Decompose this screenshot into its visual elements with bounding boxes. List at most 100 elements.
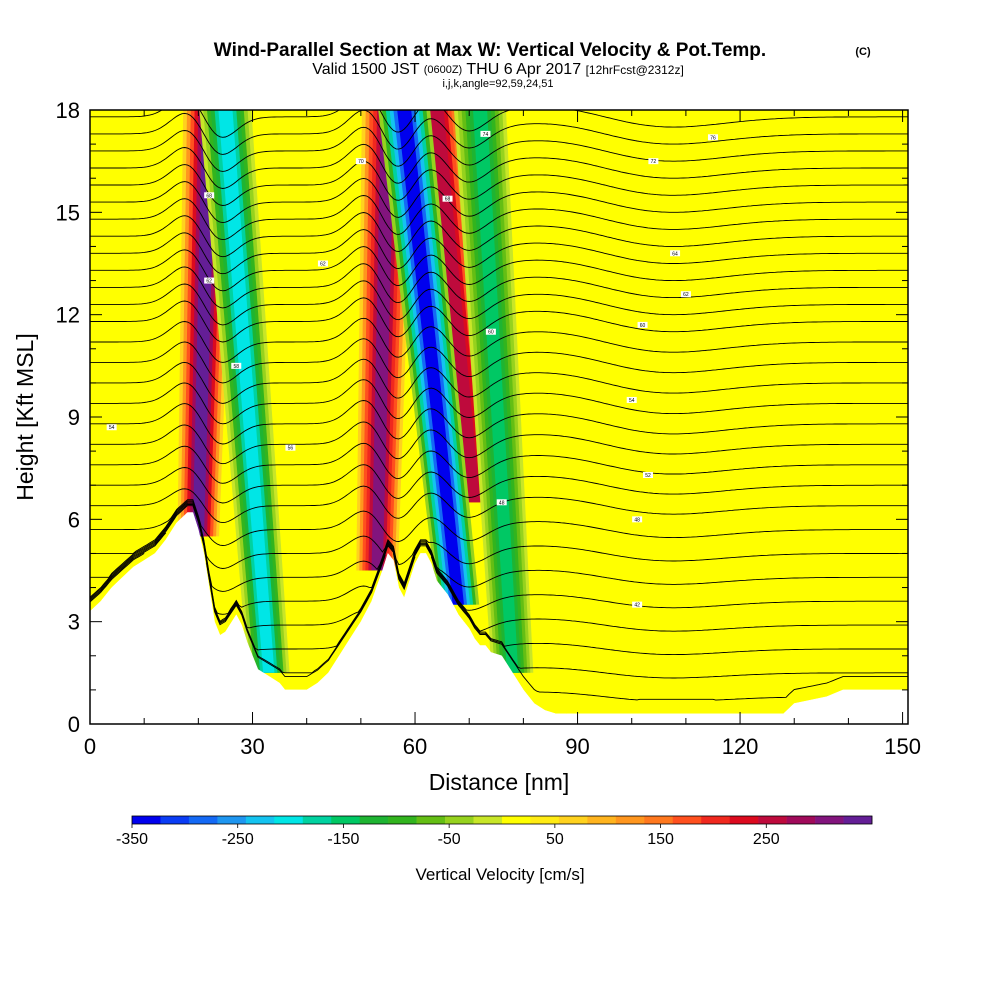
colorbar-tick-label-0: -350 xyxy=(116,831,148,848)
grid-info: i,j,k,angle=92,59,24,51 xyxy=(442,78,553,90)
colorbar-swatch-22 xyxy=(758,816,787,824)
theta-contour-0 xyxy=(90,553,908,701)
contour-label-1: 68 xyxy=(206,193,212,199)
contour-label-bg-14 xyxy=(632,601,643,608)
theta-contour-17 xyxy=(90,297,908,343)
contour-label-bg-17 xyxy=(707,134,718,141)
contour-label-17: 76 xyxy=(710,135,716,141)
contour-label-7: 68 xyxy=(445,197,451,203)
downdraft-band-0-layer-5 xyxy=(218,110,275,673)
colorbar-swatch-10 xyxy=(416,816,446,824)
contour-label-3: 58 xyxy=(233,364,239,370)
theta-contour-2 xyxy=(90,505,908,656)
x-tick-label-0: 0 xyxy=(84,734,96,759)
colorbar-swatch-9 xyxy=(388,816,417,824)
theta-contour-3 xyxy=(90,504,908,632)
theta-contour-24 xyxy=(90,177,908,224)
contour-label-bg-5 xyxy=(317,260,328,267)
y-tick-label-5: 15 xyxy=(56,200,80,225)
theta-contour-9 xyxy=(90,464,908,504)
chart-subtitle: Valid 1500 JST (0600Z) THU 6 Apr 2017 [1… xyxy=(312,60,684,78)
colorbar-swatch-0 xyxy=(132,816,161,824)
colorbar-swatch-2 xyxy=(188,816,218,824)
theta-contour-22 xyxy=(90,212,908,258)
contour-label-bg-3 xyxy=(231,362,242,369)
plot-area: 54 68 62 58 56 62 70 68 74 60 48 54 52 48 42 72 64 76 62 60 xyxy=(90,110,908,724)
y-tick-label-6: 18 xyxy=(56,98,80,123)
colorbar-swatch-4 xyxy=(245,816,275,824)
theta-contour-6 xyxy=(90,500,908,569)
chart-title: Wind-Parallel Section at Max W: Vertical… xyxy=(214,40,766,61)
colorbar-swatch-25 xyxy=(843,816,873,824)
contour-label-bg-8 xyxy=(480,130,491,137)
colorbar-tick-label-1: -250 xyxy=(222,831,254,848)
colorbar-swatch-6 xyxy=(302,816,332,824)
colorbar-swatch-8 xyxy=(359,816,389,824)
x-axis-label: Distance [nm] xyxy=(429,769,570,795)
theta-contour-16 xyxy=(90,317,908,363)
colorbar-swatch-16 xyxy=(587,816,617,824)
colorbar-swatch-18 xyxy=(644,816,674,824)
contour-label-5: 62 xyxy=(320,262,326,268)
colorbar-swatch-20 xyxy=(701,816,730,824)
forecast-info: [12hrFcst@2312z] xyxy=(586,63,684,77)
downdraft-band-2-layer-5 xyxy=(473,110,519,673)
colorbar-swatch-14 xyxy=(530,816,560,824)
colorbar-frame xyxy=(131,815,873,825)
colorbar-tick-label-2: -150 xyxy=(327,831,359,848)
contour-label-bg-16 xyxy=(670,250,681,257)
colorbar-swatch-3 xyxy=(217,816,247,824)
colorbar-swatch-13 xyxy=(502,816,531,824)
colorbar-swatch-17 xyxy=(615,816,645,824)
y-axis-label: Height [Kft MSL] xyxy=(12,333,38,500)
chart-title-mark: (C) xyxy=(855,46,871,58)
colorbar-tick-label-6: 250 xyxy=(753,831,780,848)
colorbar-swatch-15 xyxy=(558,816,588,824)
theta-contour-21 xyxy=(90,229,908,275)
colorbar-label: Vertical Velocity [cm/s] xyxy=(415,865,584,884)
theta-contour-29 xyxy=(90,110,908,138)
theta-contour-11 xyxy=(90,421,908,465)
contour-label-15: 72 xyxy=(651,159,657,165)
contour-label-bg-7 xyxy=(442,195,453,202)
colorbar-swatch-5 xyxy=(274,816,304,824)
theta-contour-15 xyxy=(90,338,908,384)
colorbar-swatch-12 xyxy=(473,816,503,824)
theta-contour-25 xyxy=(90,160,908,206)
theta-contour-13 xyxy=(90,379,908,425)
theta-contour-10 xyxy=(90,442,908,484)
theta-contour-28 xyxy=(90,110,908,155)
contour-label-2: 62 xyxy=(206,279,212,285)
theta-contour-26 xyxy=(90,143,908,189)
theta-contour-27 xyxy=(90,126,908,172)
theta-contour-19 xyxy=(90,263,908,309)
contour-label-16: 64 xyxy=(672,251,678,257)
y-tick-label-0: 0 xyxy=(68,712,80,737)
y-tick-label-2: 6 xyxy=(68,507,80,532)
theta-contour-12 xyxy=(90,400,908,445)
theta-contour-18 xyxy=(90,280,908,326)
contour-label-11: 54 xyxy=(629,398,635,404)
contour-label-bg-0 xyxy=(106,424,117,431)
contour-label-10: 48 xyxy=(499,500,505,506)
x-tick-label-4: 120 xyxy=(722,734,759,759)
colorbar-tick-label-4: 50 xyxy=(546,831,564,848)
theta-contour-5 xyxy=(90,501,908,592)
colorbar-swatch-1 xyxy=(160,816,190,824)
theta-contour-14 xyxy=(90,358,908,404)
y-tick-label-1: 3 xyxy=(68,610,80,635)
valid-date: THU 6 Apr 2017 xyxy=(466,61,581,78)
theta-contour-23 xyxy=(90,195,908,241)
theta-contour-1 xyxy=(90,532,908,679)
colorbar xyxy=(131,815,873,828)
colorbar-swatch-19 xyxy=(672,816,702,824)
x-tick-label-5: 150 xyxy=(884,734,921,759)
x-tick-label-1: 30 xyxy=(240,734,264,759)
contour-label-18: 62 xyxy=(683,292,689,298)
contour-label-0: 54 xyxy=(109,425,115,431)
contour-label-6: 70 xyxy=(358,159,364,165)
theta-contour-4 xyxy=(90,502,908,615)
contour-label-4: 56 xyxy=(288,446,294,452)
contour-label-bg-6 xyxy=(355,158,366,165)
